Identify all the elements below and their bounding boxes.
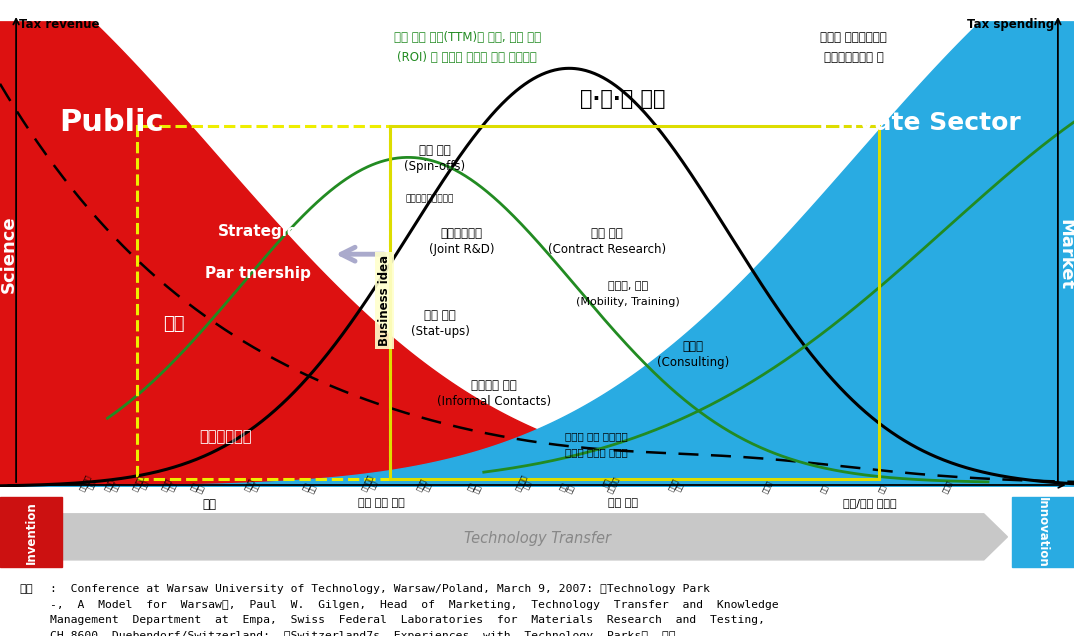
- Text: 닥싨
가동: 닥싨 가동: [560, 481, 575, 494]
- Text: 응용기초
연구: 응용기초 연구: [132, 473, 151, 494]
- Text: Management  Department  at  Empa,  Swiss  Federal  Laboratories  for  Materials : Management Department at Empa, Swiss Fed…: [50, 615, 765, 625]
- Text: Market Needs): Market Needs): [340, 548, 422, 558]
- Text: 산·학·연 협력: 산·학·연 협력: [580, 89, 666, 109]
- Text: Tax revenue: Tax revenue: [19, 18, 100, 31]
- Bar: [137, 127, 390, 479]
- Text: 출잘: 출잘: [19, 584, 33, 594]
- Text: Private Sector: Private Sector: [818, 111, 1020, 135]
- Text: 물리적
연구: 물리적 연구: [104, 477, 121, 494]
- Text: Technology): Technology): [590, 548, 656, 558]
- Text: (Informal Contacts): (Informal Contacts): [437, 394, 551, 408]
- Text: (Adaptation to: (Adaptation to: [342, 523, 421, 533]
- Text: (Joint R&D): (Joint R&D): [430, 243, 494, 256]
- Text: Business idea: Business idea: [378, 255, 391, 346]
- Text: Tax spending: Tax spending: [968, 18, 1055, 31]
- Text: 발명: 발명: [202, 498, 217, 511]
- Text: (Contract Research): (Contract Research): [548, 243, 666, 256]
- Text: 서비스: 서비스: [942, 480, 953, 494]
- Text: (Spin-offs): (Spin-offs): [405, 160, 465, 173]
- Text: 기술리그
비교: 기술리그 비교: [361, 473, 380, 494]
- Text: Technology Transfer: Technology Transfer: [464, 531, 610, 546]
- Bar: [0, 497, 62, 567]
- Text: 콘설팅: 콘설팅: [682, 340, 703, 354]
- Text: Public: Public: [59, 108, 163, 137]
- Bar: [390, 127, 879, 479]
- Text: 마케팅: 마케팅: [763, 480, 773, 494]
- Text: Science: Science: [0, 216, 17, 293]
- Text: Differentiation): Differentiation): [827, 548, 913, 558]
- Text: 판매
준비: 판매 준비: [467, 481, 482, 494]
- Text: 시제품
개발: 시제품 개발: [416, 477, 433, 494]
- Text: 수가학적
연구: 수가학적 연구: [78, 473, 98, 494]
- Text: (Diffusion of: (Diffusion of: [589, 523, 657, 533]
- Text: 제품/공정 자변화: 제품/공정 자변화: [843, 498, 897, 508]
- Text: 비공식적 접촉: 비공식적 접촉: [471, 379, 517, 392]
- Text: 혁신을 위한 핵심지원: 혁신을 위한 핵심지원: [565, 432, 627, 441]
- Text: -,  A  Model  for  Warsaw≫,  Paul  W.  Gilgen,  Head  of  Marketing,  Technology: -, A Model for Warsaw≫, Paul W. Gilgen, …: [50, 600, 779, 610]
- Polygon shape: [0, 22, 1074, 487]
- Text: 시장 진입 시기(TTM)의 위험, 투자 수익: 시장 진입 시기(TTM)의 위험, 투자 수익: [394, 31, 540, 44]
- Polygon shape: [0, 22, 1074, 487]
- Text: 타당성
분석: 타당성 분석: [244, 477, 261, 494]
- Text: (Stat-ups): (Stat-ups): [411, 325, 469, 338]
- Text: 제조: 제조: [819, 484, 830, 494]
- Text: (Invention): (Invention): [177, 523, 242, 536]
- Text: 녽도
연구: 녽도 연구: [190, 481, 205, 494]
- Text: 기술 확산: 기술 확산: [608, 498, 638, 508]
- FancyArrow shape: [60, 514, 1007, 560]
- Text: 공공연구기관: 공공연구기관: [200, 429, 251, 444]
- Text: 으로서 과학의 적절성: 으로서 과학의 적절성: [565, 447, 627, 457]
- Text: (Consulting): (Consulting): [656, 356, 729, 369]
- Text: 스핀 오프: 스핀 오프: [419, 144, 451, 157]
- Text: Market: Market: [1057, 219, 1074, 290]
- Text: 계약 연구: 계약 연구: [591, 227, 623, 240]
- Text: 조건
조사시험: 조건 조사시험: [600, 473, 620, 494]
- Text: 시장 니즈 반영: 시장 니즈 반영: [358, 498, 405, 508]
- Text: 목적하
연구: 목적하 연구: [161, 477, 178, 494]
- Text: 벤치 창업: 벤치 창업: [424, 309, 456, 322]
- Text: 대학: 대학: [163, 315, 185, 333]
- Text: 판매: 판매: [877, 484, 888, 494]
- Text: 제품화
개발: 제품화 개발: [668, 477, 685, 494]
- Text: (Mobility, Training): (Mobility, Training): [577, 297, 680, 307]
- Text: Invention: Invention: [25, 501, 38, 563]
- Text: (Product/Process: (Product/Process: [824, 523, 916, 533]
- Text: 시장
조사: 시장 조사: [302, 481, 317, 494]
- Text: 이동성, 유련: 이동성, 유련: [608, 281, 649, 291]
- Text: 공동연구개발: 공동연구개발: [440, 227, 483, 240]
- Text: 기업제령
파상: 기업제령 파상: [514, 473, 534, 494]
- Text: :  Conference at Warsaw University of Technology, Warsaw/Poland, March 9, 2007: : : Conference at Warsaw University of Tec…: [50, 584, 710, 594]
- Text: 혁신활동기업의 수: 혁신활동기업의 수: [824, 52, 884, 64]
- Text: 기술의 특정분야에서: 기술의 특정분야에서: [821, 31, 887, 44]
- Text: Innovation: Innovation: [1036, 497, 1049, 567]
- Bar: [1012, 497, 1074, 567]
- Text: CH-8600  Duebendorf/Switzerland:  ≪Switzerland7s  Experiences  with  Technology : CH-8600 Duebendorf/Switzerland: ≪Switzer…: [50, 631, 676, 636]
- Text: 프로도틀인라이센싱: 프로도틀인라이센싱: [405, 194, 454, 203]
- Text: (ROI) 및 상업화 성공에 대한 불확실성: (ROI) 및 상업화 성공에 대한 불확실성: [397, 52, 537, 64]
- Text: Par tnership: Par tnership: [205, 266, 310, 281]
- Text: Strategic: Strategic: [218, 224, 297, 238]
